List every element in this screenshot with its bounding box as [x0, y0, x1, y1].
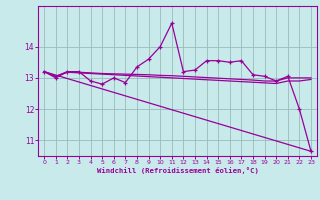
- X-axis label: Windchill (Refroidissement éolien,°C): Windchill (Refroidissement éolien,°C): [97, 167, 259, 174]
